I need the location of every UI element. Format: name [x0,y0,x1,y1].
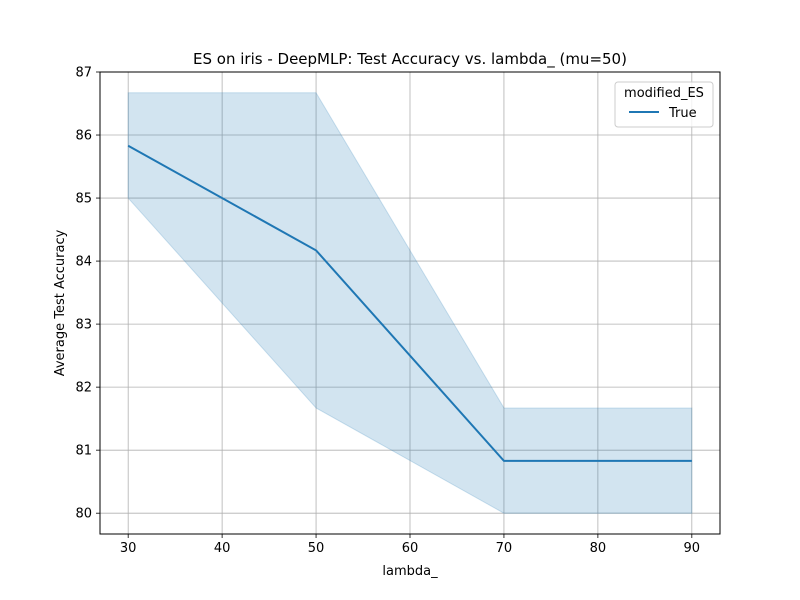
x-axis-label: lambda_ [382,564,438,579]
x-tick-label: 50 [308,541,325,556]
series-line [127,144,692,462]
y-tick-label: 87 [75,66,92,81]
y-tick-label: 86 [75,129,92,144]
legend: modified_ES True [614,81,714,128]
y-tick-label: 82 [75,381,92,396]
x-tick-label: 80 [590,541,607,556]
chart-title: ES on iris - DeepMLP: Test Accuracy vs. … [193,50,627,69]
y-tick-label: 83 [75,318,92,333]
x-tick-label: 40 [214,541,231,556]
x-tick-label: 90 [684,541,701,556]
x-axis-ticks: 30 40 50 60 70 80 90 [120,534,700,556]
x-tick-label: 30 [120,541,137,556]
y-tick-label: 81 [75,444,92,459]
legend-box [614,81,714,128]
x-tick-label: 70 [496,541,513,556]
y-tick-label: 85 [75,192,92,207]
y-axis-label: Average Test Accuracy [53,229,68,376]
y-tick-label: 84 [75,255,92,270]
legend-title: modified_ES [624,86,704,101]
x-tick-label: 60 [402,541,419,556]
confidence-band [127,92,693,514]
legend-label: True [668,106,697,121]
confidence-band-group [127,92,693,514]
y-tick-label: 80 [75,507,92,522]
series-lines [127,144,692,462]
y-axis-ticks: 80 81 82 83 84 85 86 87 [75,66,100,522]
